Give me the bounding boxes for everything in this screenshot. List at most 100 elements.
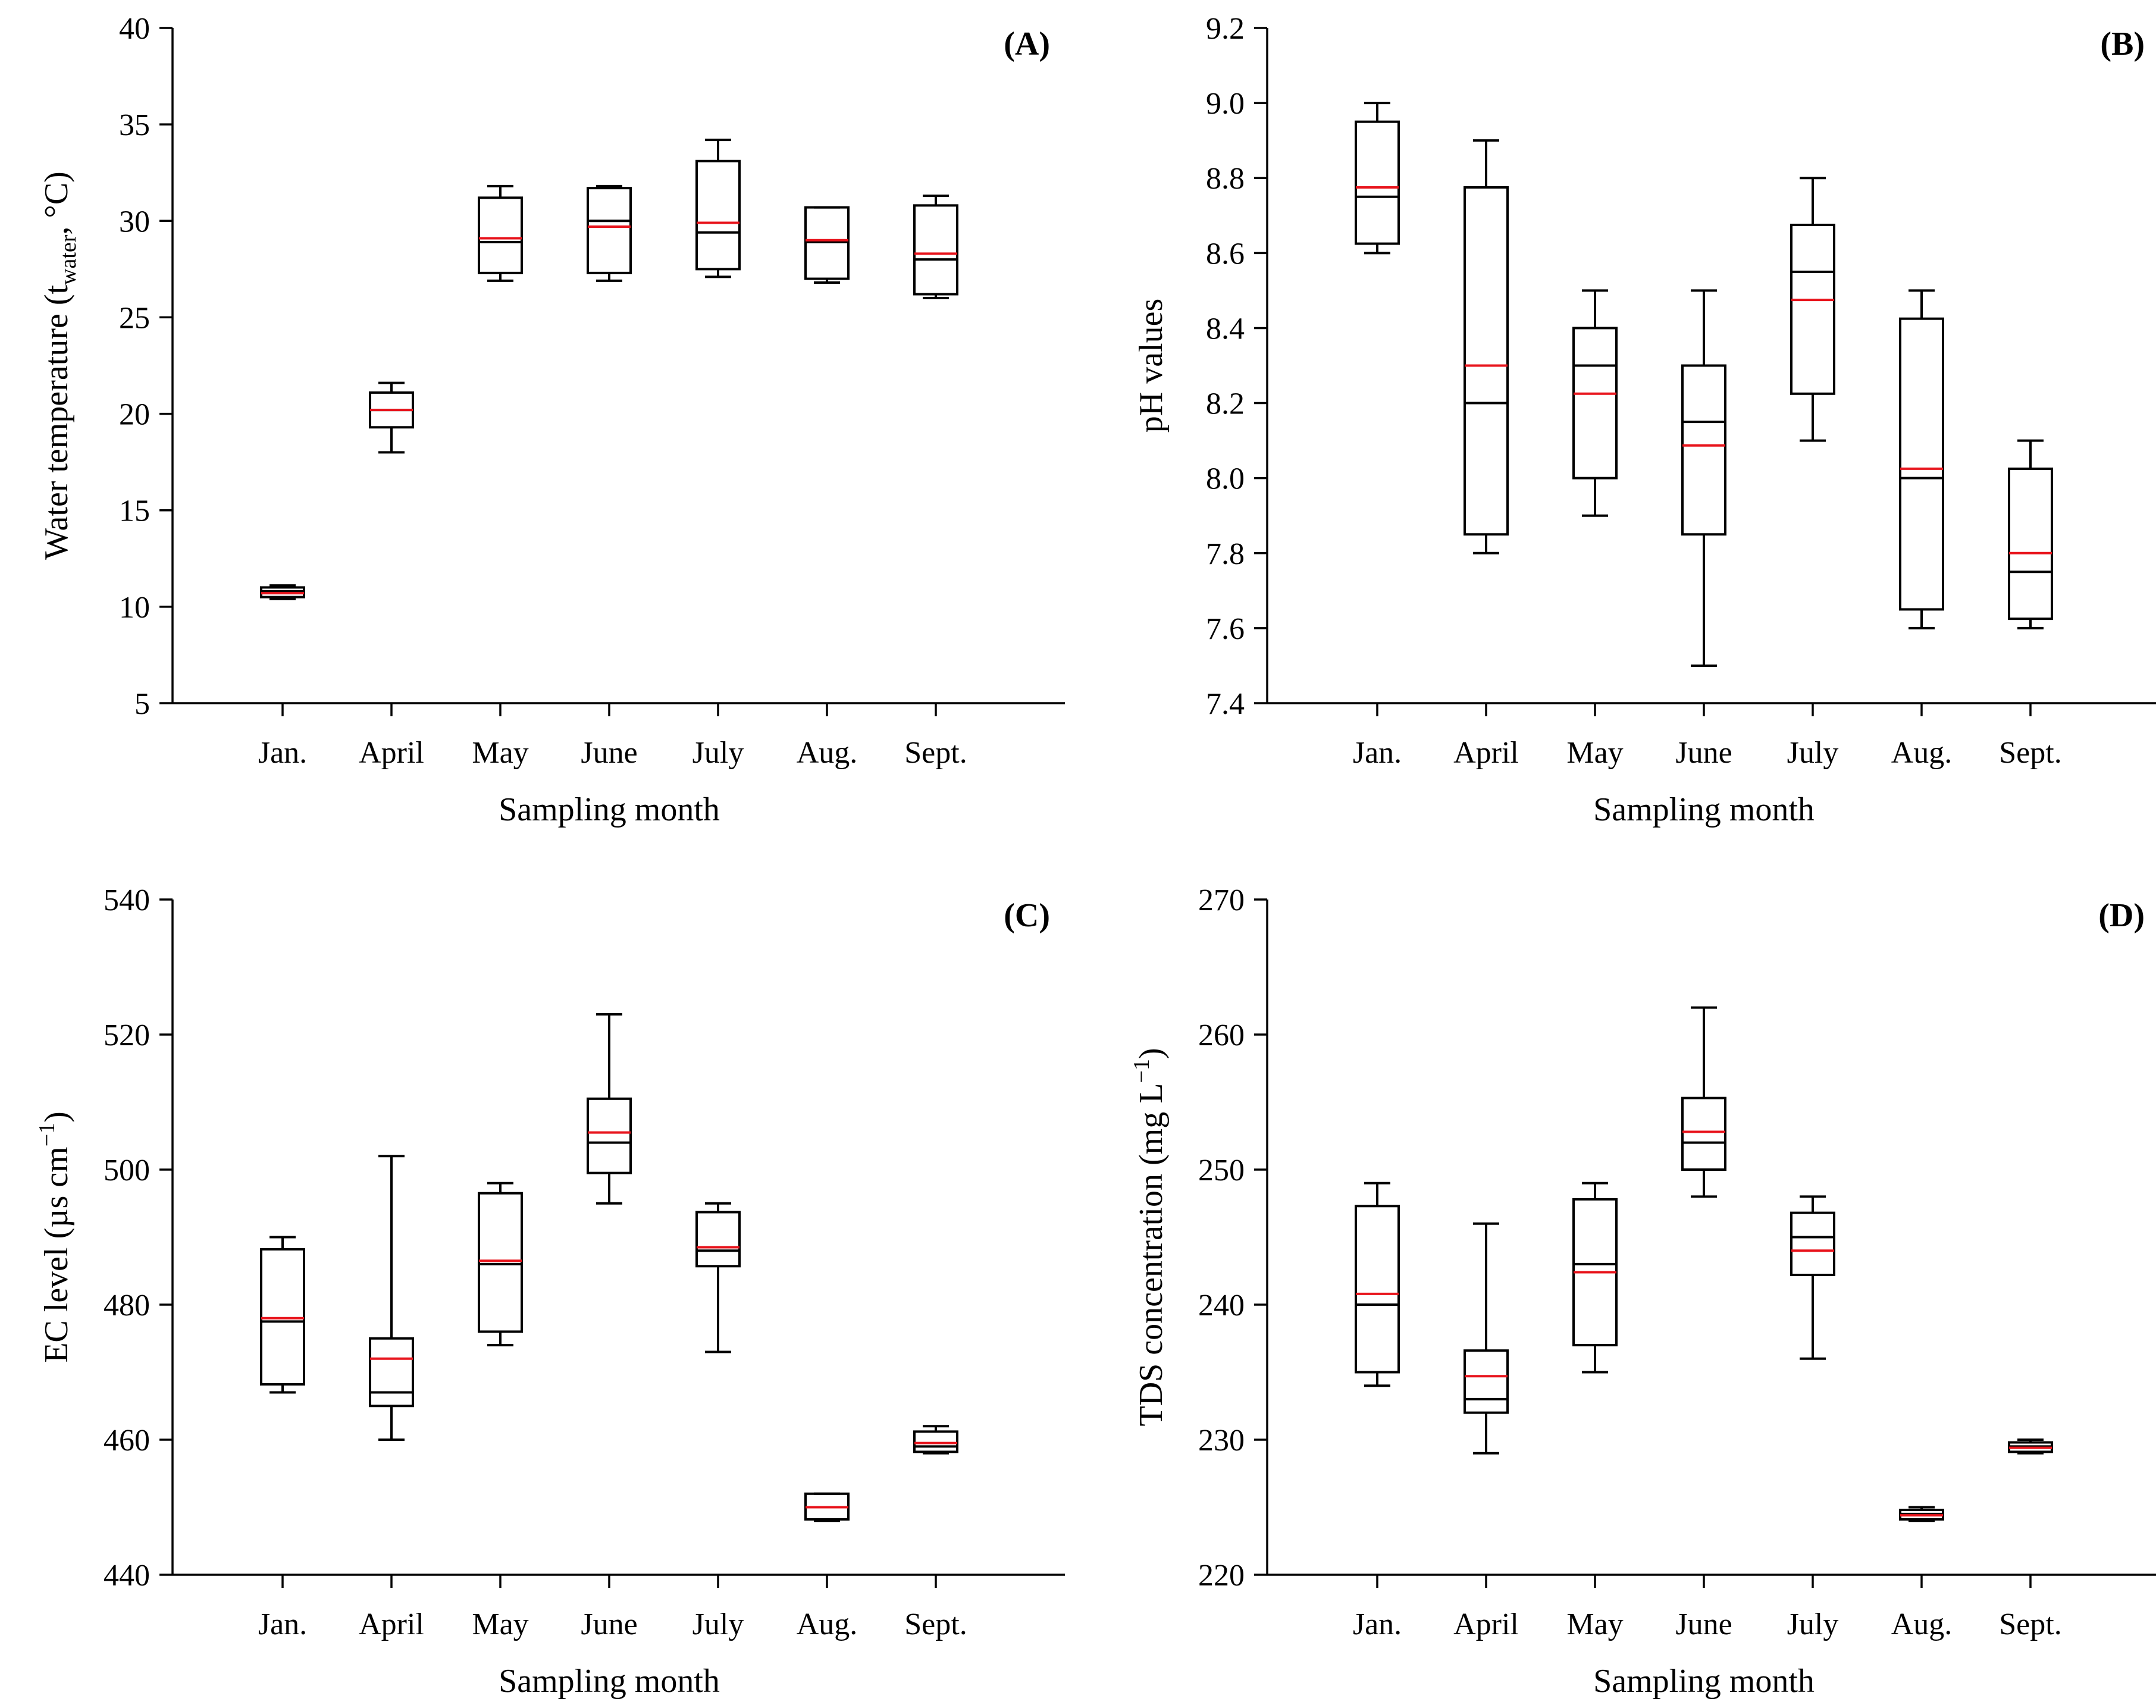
y-tick-label: 8.2 — [1206, 387, 1245, 421]
y-tick-label: 460 — [104, 1424, 150, 1458]
x-tick-label: Sept. — [904, 736, 967, 770]
box-sept — [913, 195, 958, 299]
y-axis-title-tail: , °C) — [38, 171, 75, 234]
x-tick-label: Aug. — [797, 1607, 858, 1641]
x-tick-label: April — [1453, 1607, 1519, 1641]
iqr-box — [478, 1192, 523, 1333]
box-aug — [804, 206, 850, 284]
x-tick-label: Sept. — [904, 1607, 967, 1641]
y-tick-label: 270 — [1198, 883, 1245, 917]
x-tick-label: April — [359, 1607, 424, 1641]
box-april — [369, 1155, 414, 1441]
iqr-box — [913, 1430, 958, 1453]
y-tick-label: 250 — [1198, 1154, 1245, 1187]
box-jan — [1355, 102, 1400, 255]
iqr-box — [1355, 120, 1400, 245]
panel-d: 220 230 240 250 260 270 Jan. April May June July Au… — [1129, 883, 2156, 1700]
x-axis-title: Sampling month — [499, 1663, 720, 1700]
y-tick-label: 5 — [134, 687, 150, 721]
box-june — [587, 1013, 632, 1205]
box-june — [587, 184, 632, 282]
panel-label: (B) — [2100, 26, 2145, 62]
iqr-box — [1464, 1349, 1509, 1414]
y-tick-label: 8.8 — [1206, 162, 1245, 196]
y-tick-label: 8.6 — [1206, 237, 1245, 271]
y-tick-label: 35 — [119, 108, 150, 142]
iqr-box — [2008, 467, 2053, 620]
panel-a: 5 10 15 20 25 30 35 40 Jan. April May June July Aug. S… — [38, 12, 1065, 828]
y-tick-label: 40 — [119, 12, 150, 46]
box-aug — [804, 1492, 850, 1522]
panel-c: 440 460 480 500 520 540 Jan. April May June July Au… — [35, 883, 1065, 1700]
y-tick-label: 500 — [104, 1154, 150, 1187]
x-tick-label: May — [1566, 1607, 1623, 1641]
x-tick-label: May — [472, 736, 528, 770]
y-axis-title-main: Water temperature (t — [38, 285, 75, 560]
iqr-box — [1681, 1096, 1726, 1171]
box-sept — [2008, 1439, 2053, 1455]
panel-label: (D) — [2098, 897, 2145, 934]
y-tick-label: 240 — [1198, 1289, 1245, 1322]
iqr-box — [260, 1248, 305, 1386]
box-sept — [913, 1425, 958, 1455]
x-tick-label: April — [359, 736, 424, 770]
iqr-box — [1464, 186, 1509, 536]
y-axis-title: pH values — [1133, 299, 1170, 433]
box-july — [695, 139, 741, 278]
y-tick-label: 8.0 — [1206, 462, 1245, 496]
x-axis-title: Sampling month — [1593, 791, 1815, 828]
box-may — [478, 1182, 523, 1347]
box-june — [1681, 289, 1726, 667]
y-tick-label: 15 — [119, 494, 150, 528]
panel-label: (C) — [1004, 897, 1050, 934]
y-axis-title: Water temperature (twater, °C) — [38, 171, 81, 560]
x-axis-title: Sampling month — [1593, 1663, 1815, 1700]
y-tick-label: 540 — [104, 883, 150, 917]
y-axis-title-sub: water — [56, 234, 81, 285]
y-axis-title-main: EC level (µs cm — [38, 1146, 75, 1363]
x-tick-label: July — [692, 1607, 744, 1641]
y-tick-label: 20 — [119, 398, 150, 432]
box-may — [1572, 289, 1618, 517]
y-tick-label: 9.2 — [1206, 12, 1245, 46]
y-axis-title: TDS concentration (mg L−1) — [1129, 1048, 1170, 1426]
y-tick-label: 220 — [1198, 1559, 1245, 1593]
box-aug — [1899, 289, 1944, 629]
x-tick-label: Sept. — [1999, 736, 2061, 770]
x-tick-label: July — [1787, 1607, 1839, 1641]
box-april — [369, 381, 414, 454]
x-tick-label: July — [1787, 736, 1839, 770]
y-tick-label: 230 — [1198, 1424, 1245, 1458]
y-tick-label: 440 — [104, 1559, 150, 1593]
y-tick-label: 520 — [104, 1018, 150, 1052]
y-axis-title-sup: −1 — [1129, 1059, 1154, 1083]
x-tick-label: Jan. — [258, 736, 307, 770]
iqr-box — [1355, 1205, 1400, 1374]
panel-label: (A) — [1004, 26, 1050, 62]
x-tick-label: May — [1566, 736, 1623, 770]
x-tick-label: Aug. — [797, 736, 858, 770]
x-axis-title: Sampling month — [499, 791, 720, 828]
box-april — [1464, 139, 1509, 554]
box-jan — [1355, 1182, 1400, 1387]
box-july — [1790, 1195, 1835, 1360]
y-tick-label: 7.6 — [1206, 612, 1245, 646]
y-tick-label: 8.4 — [1206, 312, 1245, 346]
panel-b: 7.4 7.6 7.8 8.0 8.2 8.4 8.6 8.8 9.0 9.2 Jan. April M… — [1133, 12, 2156, 828]
box-july — [1790, 177, 1835, 442]
y-axis-title: EC level (µs cm−1) — [35, 1111, 75, 1363]
iqr-box — [1572, 327, 1618, 480]
iqr-box — [1790, 1211, 1835, 1277]
y-axis-title-main: TDS concentration (mg L — [1133, 1083, 1170, 1427]
y-tick-label: 10 — [119, 591, 150, 625]
iqr-box — [695, 159, 741, 271]
x-tick-label: July — [692, 736, 744, 770]
iqr-box — [478, 196, 523, 274]
box-jan — [260, 584, 305, 600]
iqr-box — [369, 1337, 414, 1408]
y-axis-title-main: pH values — [1133, 299, 1170, 433]
iqr-box — [913, 204, 958, 296]
y-axis-title-tail: ) — [1133, 1048, 1170, 1059]
y-tick-label: 9.0 — [1206, 87, 1245, 121]
